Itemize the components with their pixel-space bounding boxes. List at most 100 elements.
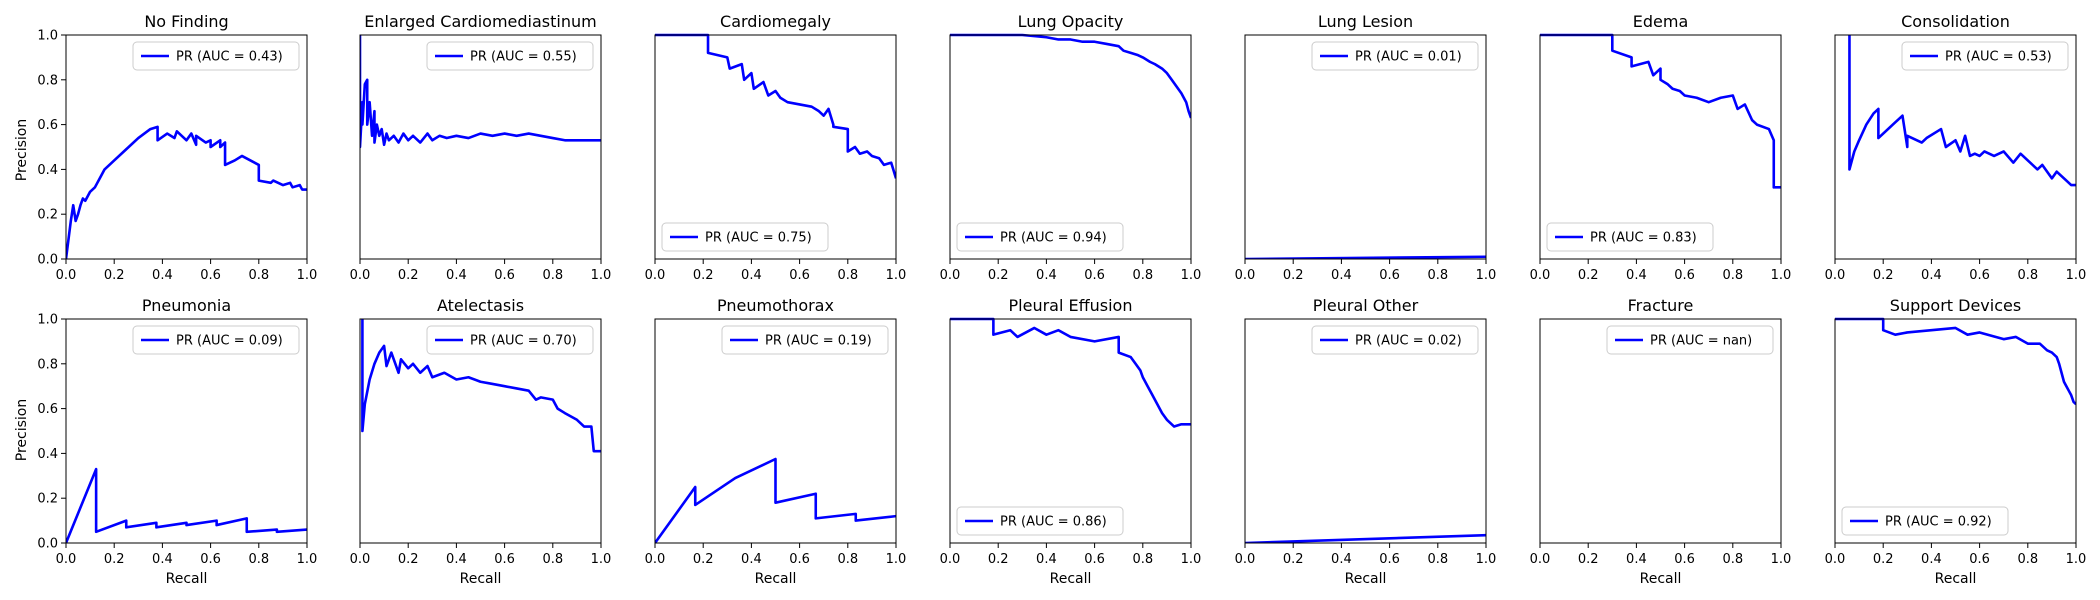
- x-tick-label: 0.8: [542, 268, 563, 283]
- y-tick-label: 0.6: [37, 402, 58, 417]
- panel-edema: 0.0 0.2 0.4 0.6 0.8 1.0 Edema PR (AUC = 0.83): [1530, 12, 1792, 283]
- legend-box: [1606, 325, 1774, 355]
- x-tick-label: 0.6: [200, 552, 221, 567]
- legend-box: [956, 506, 1124, 536]
- x-tick-label: 1.0: [2066, 268, 2087, 283]
- axes-frame: [359, 318, 602, 544]
- legend: PR (AUC = 0.53): [1901, 41, 2069, 71]
- x-tick-label: 0.8: [1427, 552, 1448, 567]
- legend-box: [132, 41, 300, 71]
- panel-lung-lesion: 0.0 0.2 0.4 0.6 0.8 1.0 Lung Lesion PR (AUC = 0…: [1235, 12, 1497, 283]
- x-tick-label: 0.4: [152, 268, 173, 283]
- x-tick-label: 0.4: [1036, 552, 1057, 567]
- legend-box: [661, 222, 829, 252]
- axes-frame: [654, 34, 897, 260]
- x-tick-label: 0.4: [1921, 268, 1942, 283]
- legend-label: PR (AUC = 0.09): [176, 334, 283, 349]
- panel-title: Consolidation: [1901, 12, 2010, 31]
- panel-title: Pneumonia: [142, 296, 231, 315]
- x-tick-label: 1.0: [1771, 552, 1792, 567]
- y-tick-label: 0.8: [37, 73, 58, 88]
- x-tick-label: 0.0: [940, 268, 961, 283]
- panel-title: Enlarged Cardiomediastinum: [364, 12, 596, 31]
- legend: PR (AUC = 0.75): [661, 222, 829, 252]
- x-tick-label: 0.4: [152, 552, 173, 567]
- legend-box: [132, 325, 300, 355]
- y-axis-label-row-1: Precision: [14, 119, 30, 181]
- x-tick-label: 0.8: [2017, 552, 2038, 567]
- x-tick-label: 1.0: [1181, 268, 1202, 283]
- x-tick-label: 0.4: [446, 268, 467, 283]
- legend-label: PR (AUC = 0.94): [1000, 231, 1107, 246]
- panel-title: Atelectasis: [437, 296, 524, 315]
- x-tick-label: 1.0: [591, 552, 612, 567]
- x-tick-label: 1.0: [1181, 552, 1202, 567]
- x-tick-label: 0.6: [1969, 552, 1990, 567]
- panel-lung-opacity: 0.0 0.2 0.4 0.6 0.8 1.0 Lung Opacity PR (AUC = …: [940, 12, 1202, 283]
- panel-title: No Finding: [144, 12, 228, 31]
- x-tick-label: 1.0: [1476, 268, 1497, 283]
- legend: PR (AUC = 0.94): [956, 222, 1124, 252]
- legend-label: PR (AUC = 0.92): [1885, 515, 1992, 530]
- legend-label: PR (AUC = 0.43): [176, 50, 283, 65]
- x-tick-label: 0.8: [248, 268, 269, 283]
- legend: PR (AUC = 0.09): [132, 325, 300, 355]
- legend-label: PR (AUC = nan): [1650, 334, 1752, 349]
- axes-frame: [654, 318, 897, 544]
- y-tick-label: 1.0: [37, 313, 58, 328]
- x-tick-label: 0.4: [1036, 268, 1057, 283]
- x-tick-label: 0.4: [1921, 552, 1942, 567]
- x-tick-label: 0.0: [1235, 268, 1256, 283]
- axes-frame: [949, 318, 1192, 544]
- legend-box: [426, 325, 594, 355]
- panel-pneumothorax: 0.0 0.2 0.4 0.6 0.8 1.0 Pneumothorax Recall PR (…: [645, 296, 907, 587]
- panel-enlarged-cardiomediastinum: 0.0 0.2 0.4 0.6 0.8 1.0 Enlarged Cardiomediast…: [350, 12, 612, 283]
- legend-label: PR (AUC = 0.01): [1355, 50, 1462, 65]
- y-tick-label: 0.4: [37, 447, 58, 462]
- legend-box: [1841, 506, 2009, 536]
- legend-box: [956, 222, 1124, 252]
- panel-title: Pleural Effusion: [1009, 296, 1133, 315]
- legend-box: [1311, 325, 1479, 355]
- pr-curve-line: [1848, 35, 2076, 187]
- panel-title: Fracture: [1628, 296, 1694, 315]
- panel-pleural-other: 0.0 0.2 0.4 0.6 0.8 1.0 Pleural Other Recall PR …: [1235, 296, 1497, 587]
- axes-frame: [1539, 318, 1782, 544]
- x-tick-label: 1.0: [886, 552, 907, 567]
- x-tick-label: 0.4: [1626, 268, 1647, 283]
- panel-pleural-effusion: 0.0 0.2 0.4 0.6 0.8 1.0 Pleural Effusion Recall…: [940, 296, 1202, 587]
- x-tick-label: 0.6: [1084, 268, 1105, 283]
- x-tick-label: 0.8: [1722, 552, 1743, 567]
- panel-title: Cardiomegaly: [720, 12, 831, 31]
- axes-frame: [65, 318, 308, 544]
- y-tick-label: 0.2: [37, 208, 58, 223]
- pr-curve-line: [950, 317, 1191, 428]
- pr-curve-line: [1835, 317, 2076, 406]
- x-tick-label: 0.6: [1674, 268, 1695, 283]
- panel-title: Lung Lesion: [1318, 12, 1413, 31]
- x-tick-label: 0.0: [645, 268, 666, 283]
- x-tick-label: 0.8: [1132, 552, 1153, 567]
- x-tick-label: 0.6: [200, 268, 221, 283]
- x-tick-label: 0.2: [104, 552, 125, 567]
- x-axis-label: Recall: [755, 571, 797, 587]
- y-tick-label: 0.6: [37, 118, 58, 133]
- panel-fracture: 0.0 0.2 0.4 0.6 0.8 1.0 Fracture Recall PR (AUC …: [1530, 296, 1792, 587]
- panel-support-devices: 0.0 0.2 0.4 0.6 0.8 1.0 Support Devices Recall P…: [1825, 296, 2087, 587]
- x-tick-label: 0.8: [542, 552, 563, 567]
- x-tick-label: 0.2: [693, 552, 714, 567]
- legend: PR (AUC = 0.01): [1311, 41, 1479, 71]
- legend-box: [1311, 41, 1479, 71]
- panel-title: Pleural Other: [1313, 296, 1419, 315]
- x-tick-label: 0.2: [1578, 552, 1599, 567]
- legend-box: [1901, 41, 2069, 71]
- x-tick-label: 0.0: [350, 268, 371, 283]
- x-axis-label: Recall: [1050, 571, 1092, 587]
- panel-consolidation: 0.0 0.2 0.4 0.6 0.8 1.0 Consolidation PR (AUC =…: [1825, 12, 2087, 283]
- legend-label: PR (AUC = 0.55): [470, 50, 577, 65]
- x-tick-label: 0.4: [446, 552, 467, 567]
- x-tick-label: 0.6: [1379, 552, 1400, 567]
- panel-title: Pneumothorax: [717, 296, 834, 315]
- legend: PR (AUC = 0.70): [426, 325, 594, 355]
- x-tick-label: 0.2: [988, 552, 1009, 567]
